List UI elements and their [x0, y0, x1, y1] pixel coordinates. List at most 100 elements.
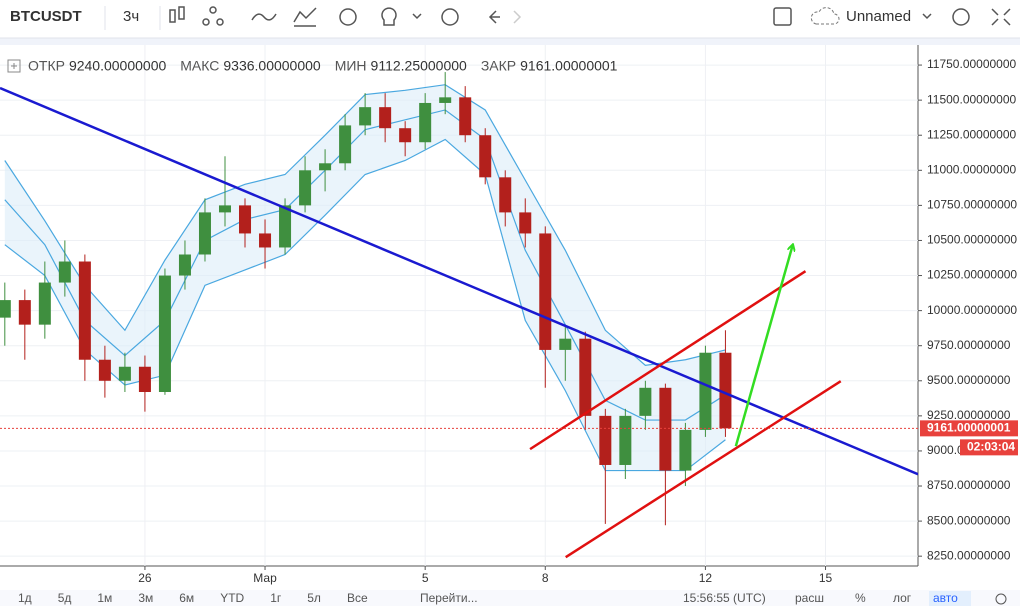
y-tick-label: 11250.00000000	[927, 127, 1017, 141]
option-button[interactable]: авто	[933, 591, 958, 605]
candle-body	[679, 429, 692, 471]
redo-icon[interactable]	[513, 10, 522, 24]
option-button[interactable]: %	[855, 591, 866, 605]
countdown-box	[960, 439, 1018, 456]
last-price-label: 9161.00000001	[927, 421, 1011, 435]
y-tick-label: 11750.00000000	[927, 57, 1017, 71]
legend-label: МАКС	[180, 58, 219, 74]
candle-body	[599, 415, 612, 465]
undo-icon[interactable]	[488, 10, 500, 24]
candle-body	[719, 352, 732, 429]
candle-style-icon[interactable]	[169, 6, 185, 23]
y-tick-label: 11000.00000000	[927, 162, 1017, 176]
clock: 15:56:55 (UTC)	[683, 591, 766, 605]
overlay: ОТКР 9240.00000000 МАКС 9336.00000000 МИН 911…	[7, 58, 1007, 606]
option-button[interactable]: лог	[893, 591, 912, 605]
candle-body	[178, 254, 191, 276]
axis-settings-icon[interactable]	[995, 593, 1007, 605]
x-tick-label: 5	[422, 571, 429, 585]
candle-body	[18, 300, 31, 325]
candle-body	[419, 102, 432, 143]
symbol[interactable]: BTCUSDT	[10, 8, 82, 25]
range-button[interactable]: 1д	[18, 591, 32, 605]
candle-body	[198, 212, 211, 255]
y-tick-label: 9750.00000000	[927, 338, 1011, 352]
range-button[interactable]: Все	[347, 591, 368, 605]
y-tick-label: 8500.00000000	[927, 513, 1011, 527]
candle-body	[218, 205, 232, 213]
interval[interactable]: 3ч	[123, 8, 139, 25]
candle-body	[439, 97, 452, 103]
x-tick-label: Мар	[253, 571, 277, 585]
last-price-box	[920, 420, 1018, 437]
candle-body	[639, 387, 652, 416]
y-tick-label: 9250.00000000	[927, 408, 1011, 422]
trendline	[734, 245, 793, 447]
compare-icon[interactable]	[293, 7, 317, 27]
line-tool-icon[interactable]	[251, 13, 277, 21]
candle-body	[118, 366, 131, 381]
candle-body	[379, 107, 392, 129]
idea-icon[interactable]	[381, 7, 397, 26]
x-tick-label: 15	[819, 571, 833, 585]
legend-value: 9161.00000001	[520, 58, 618, 74]
range-button[interactable]: 3м	[138, 591, 153, 605]
replay-icon[interactable]	[441, 8, 459, 26]
trendline	[529, 270, 807, 451]
range-button[interactable]: 6м	[179, 591, 194, 605]
x-tick-label: 26	[138, 571, 152, 585]
x-tick-label: 8	[542, 571, 549, 585]
candle-body	[259, 233, 272, 248]
candle-body	[699, 352, 712, 430]
candle-body	[98, 359, 111, 381]
range-button[interactable]: 1г	[270, 591, 282, 605]
y-tick-label: 8250.00000000	[927, 548, 1011, 562]
range-button[interactable]: YTD	[220, 591, 244, 605]
option-active-bg	[929, 591, 971, 606]
y-tick-label: 10000.00000000	[927, 303, 1017, 317]
goto-button[interactable]: Перейти...	[420, 591, 478, 605]
candle-body	[619, 415, 632, 465]
candle-body	[399, 128, 412, 143]
candle-body	[78, 261, 91, 360]
candle-body	[239, 205, 252, 234]
candle-body	[479, 135, 492, 178]
time-axis	[0, 566, 1020, 590]
layout-name[interactable]: Unnamed	[846, 8, 911, 25]
candle-body	[359, 107, 372, 126]
price-axis	[918, 45, 1020, 566]
countdown: 02:03:04	[967, 440, 1015, 454]
fullscreen-icon[interactable]	[773, 7, 792, 26]
alert-icon[interactable]	[339, 8, 357, 26]
candle-body	[319, 163, 332, 171]
layout-menu-icon[interactable]	[922, 13, 932, 20]
candle-body	[38, 282, 51, 325]
range-button[interactable]: 1м	[97, 591, 112, 605]
candle-body	[539, 233, 552, 350]
candle-body	[519, 212, 532, 234]
range-button[interactable]: 5д	[58, 591, 72, 605]
range-button[interactable]: 5л	[307, 591, 321, 605]
x-tick-label: 12	[699, 571, 713, 585]
legend-label: МИН	[335, 58, 367, 74]
trendline	[565, 380, 842, 559]
settings-icon[interactable]	[952, 8, 970, 26]
candle-body	[279, 205, 292, 248]
legend-toggle-plus	[11, 63, 17, 69]
cloud-icon[interactable]	[810, 7, 840, 25]
indicators-icon[interactable]	[202, 6, 224, 26]
y-tick-label: 10250.00000000	[927, 268, 1017, 282]
y-tick-label: 10500.00000000	[927, 233, 1017, 247]
band-fill	[4, 84, 726, 471]
candle-body	[158, 275, 171, 393]
legend-label: ОТКР	[28, 58, 65, 74]
plot-layer	[0, 72, 918, 559]
expand-icon[interactable]	[991, 8, 1011, 26]
chart: 8250.00000000 8500.00000000 8750.00000000 9…	[0, 45, 1018, 585]
idea-menu-icon[interactable]	[412, 13, 422, 20]
legend-toggle[interactable]	[7, 59, 21, 73]
candle-body	[339, 125, 352, 164]
option-button[interactable]: расш	[795, 591, 824, 605]
y-tick-label: 8750.00000000	[927, 478, 1011, 492]
